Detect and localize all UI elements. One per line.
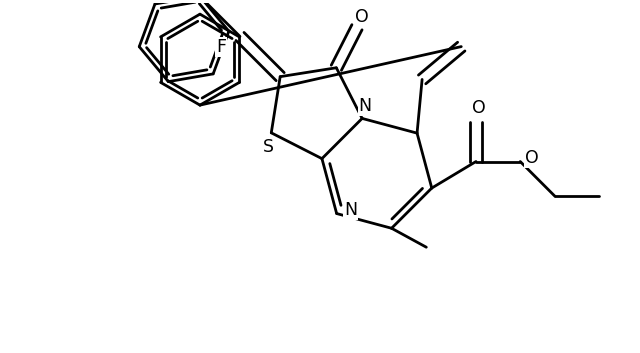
Text: N: N — [344, 201, 357, 219]
Text: N: N — [359, 97, 372, 115]
Text: F: F — [216, 38, 227, 56]
Text: S: S — [262, 138, 274, 156]
Text: O: O — [472, 100, 486, 118]
Text: O: O — [355, 8, 369, 26]
Text: O: O — [525, 149, 538, 167]
